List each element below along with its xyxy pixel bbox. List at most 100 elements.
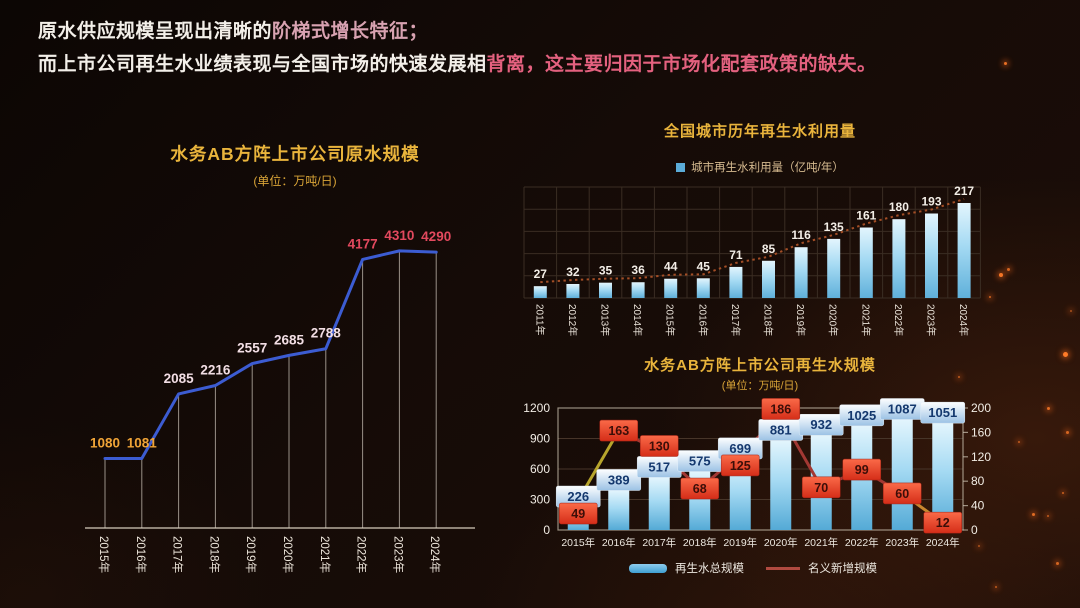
x-tick-label: 2018年: [207, 536, 221, 573]
line-value-box: [923, 511, 963, 534]
x-tick-label: 2020年: [764, 536, 798, 549]
data-label: 4310: [384, 228, 414, 243]
ember-particle: [1070, 310, 1072, 312]
data-label: 4177: [348, 236, 378, 251]
x-tick-label: 2023年: [885, 536, 919, 549]
line-value-label: 163: [608, 424, 629, 438]
raw-water-line: [103, 249, 438, 461]
x-tick-label: 2022年: [355, 536, 369, 573]
value-label: 35: [599, 264, 613, 278]
bar-2012年: [566, 283, 580, 298]
x-tick-label: 2020年: [281, 536, 295, 573]
line-value-label: 99: [855, 463, 869, 477]
line-value-label: 186: [770, 402, 791, 416]
national-plot: 27 32 35 36 44 45 71 85 116 135 161 180 193 217 2011年 2…: [533, 184, 974, 336]
line-value-label: 70: [814, 481, 828, 495]
national-reclaimed-bar-chart: 27 32 35 36 44 45 71 85 116 135 161 180 193 217 2011年 2…: [523, 184, 981, 336]
bar-value-label: 881: [770, 422, 792, 437]
ember-particle: [1066, 431, 1069, 434]
headline-text-2: 而上市公司再生水业绩表现与全国市场的快速发展相: [38, 54, 487, 75]
data-label: 1081: [127, 435, 158, 450]
bar-2018年: [762, 260, 775, 298]
line-value-box: [801, 476, 841, 499]
x-tick-label: 2011年: [533, 304, 546, 336]
listed-chart-legend: 再生水总规模 名义新增规模: [530, 560, 990, 576]
trendline: [540, 198, 965, 284]
x-tick-label: 2019年: [794, 304, 807, 336]
value-label: 44: [664, 260, 678, 274]
x-tick-label: 2012年: [566, 304, 579, 336]
value-label: 135: [824, 220, 844, 234]
bar-2011年: [533, 286, 547, 298]
raw-water-chart-title: 水务AB方阵上市公司原水规模: [170, 144, 420, 164]
bar-value-label: 1025: [847, 408, 876, 423]
listed-chart-subtitle: (单位：万吨/日): [721, 380, 799, 392]
line-value-box: [720, 454, 760, 477]
listed-chart-title: 水务AB方阵上市公司再生水规模: [644, 357, 876, 374]
raw-water-line-chart: 1080 1081 2085 2216 2557 2685 2788 4177 4310 4290…: [85, 228, 475, 573]
headline: 原水供应规模呈现出清晰的阶梯式增长特征； 而上市公司再生水业绩表现与全国市场的快…: [38, 15, 877, 81]
legend-line-label: 名义新增规模: [808, 563, 877, 575]
data-label: 2685: [274, 332, 305, 347]
right-tick-label: 0: [971, 523, 978, 537]
listed-plot: 226 389 517 575 699 881 932 1025 1087 1051 49 163 13…: [555, 398, 966, 549]
x-tick-label: 2023年: [391, 536, 405, 573]
x-tick-label: 2017年: [171, 536, 185, 573]
left-tick-label: 600: [530, 462, 550, 476]
line-value-box: [842, 458, 882, 481]
ember-particle: [1063, 352, 1068, 357]
x-tick-label: 2019年: [244, 536, 258, 573]
line-value-box: [599, 419, 639, 442]
data-label: 4290: [421, 229, 451, 244]
value-label: 45: [697, 259, 711, 273]
bar-2023年: [891, 419, 913, 530]
headline-accent-2: 背离，这主要归因于市场化配套政策的缺失。: [486, 54, 877, 75]
legend-square-icon: [676, 162, 686, 172]
left-tick-label: 0: [543, 523, 550, 537]
bar-value-label: 517: [648, 459, 670, 474]
line-value-label: 125: [730, 459, 751, 473]
ember-particle: [1047, 515, 1049, 517]
line-value-box: [680, 477, 720, 500]
plot-frame: [557, 407, 964, 531]
bar-value-label: 389: [608, 472, 630, 487]
national-chart-title: 全国城市历年再生水利用量: [663, 123, 856, 140]
data-label: 2788: [311, 326, 342, 341]
bar-2024年: [932, 423, 954, 530]
line-value-box: [639, 435, 679, 457]
x-tick-label: 2014年: [631, 304, 644, 336]
right-tick-label: 200: [971, 401, 991, 415]
bar-value-box: [596, 469, 642, 491]
bar-2015年: [664, 278, 678, 298]
x-tick-label: 2024年: [926, 536, 960, 549]
x-tick-label: 2018年: [683, 536, 717, 549]
bar-value-label: 932: [810, 417, 832, 432]
bar-value-label: 575: [689, 454, 711, 469]
x-tick-label: 2022年: [892, 304, 905, 336]
value-label: 217: [954, 184, 974, 198]
right-tick-label: 80: [971, 474, 985, 488]
bar-2020年: [827, 238, 841, 298]
x-tick-label: 2021年: [804, 536, 838, 549]
bar-2016年: [608, 490, 630, 530]
right-tick-label: 120: [971, 450, 991, 464]
data-label: 2085: [164, 371, 195, 386]
value-label: 71: [729, 248, 743, 262]
bar-value-label: 1051: [928, 405, 957, 420]
bar-2024年: [957, 202, 971, 298]
value-label: 161: [856, 209, 876, 223]
ember-particle: [1062, 492, 1064, 494]
right-tick-label: 40: [971, 499, 985, 513]
x-tick-label: 2016年: [602, 536, 636, 549]
ember-particle: [978, 545, 980, 547]
legend-bar-swatch-icon: [629, 563, 667, 573]
value-label: 27: [534, 267, 548, 281]
bar-2017年: [729, 266, 743, 298]
x-tick-label: 2013年: [599, 304, 612, 336]
bar-value-label: 699: [729, 441, 751, 456]
raw-water-chart-subtitle: (单位：万吨/日): [253, 174, 337, 188]
x-tick-label: 2016年: [696, 304, 709, 336]
line-value-label: 68: [693, 482, 707, 496]
ember-particle: [995, 586, 997, 588]
